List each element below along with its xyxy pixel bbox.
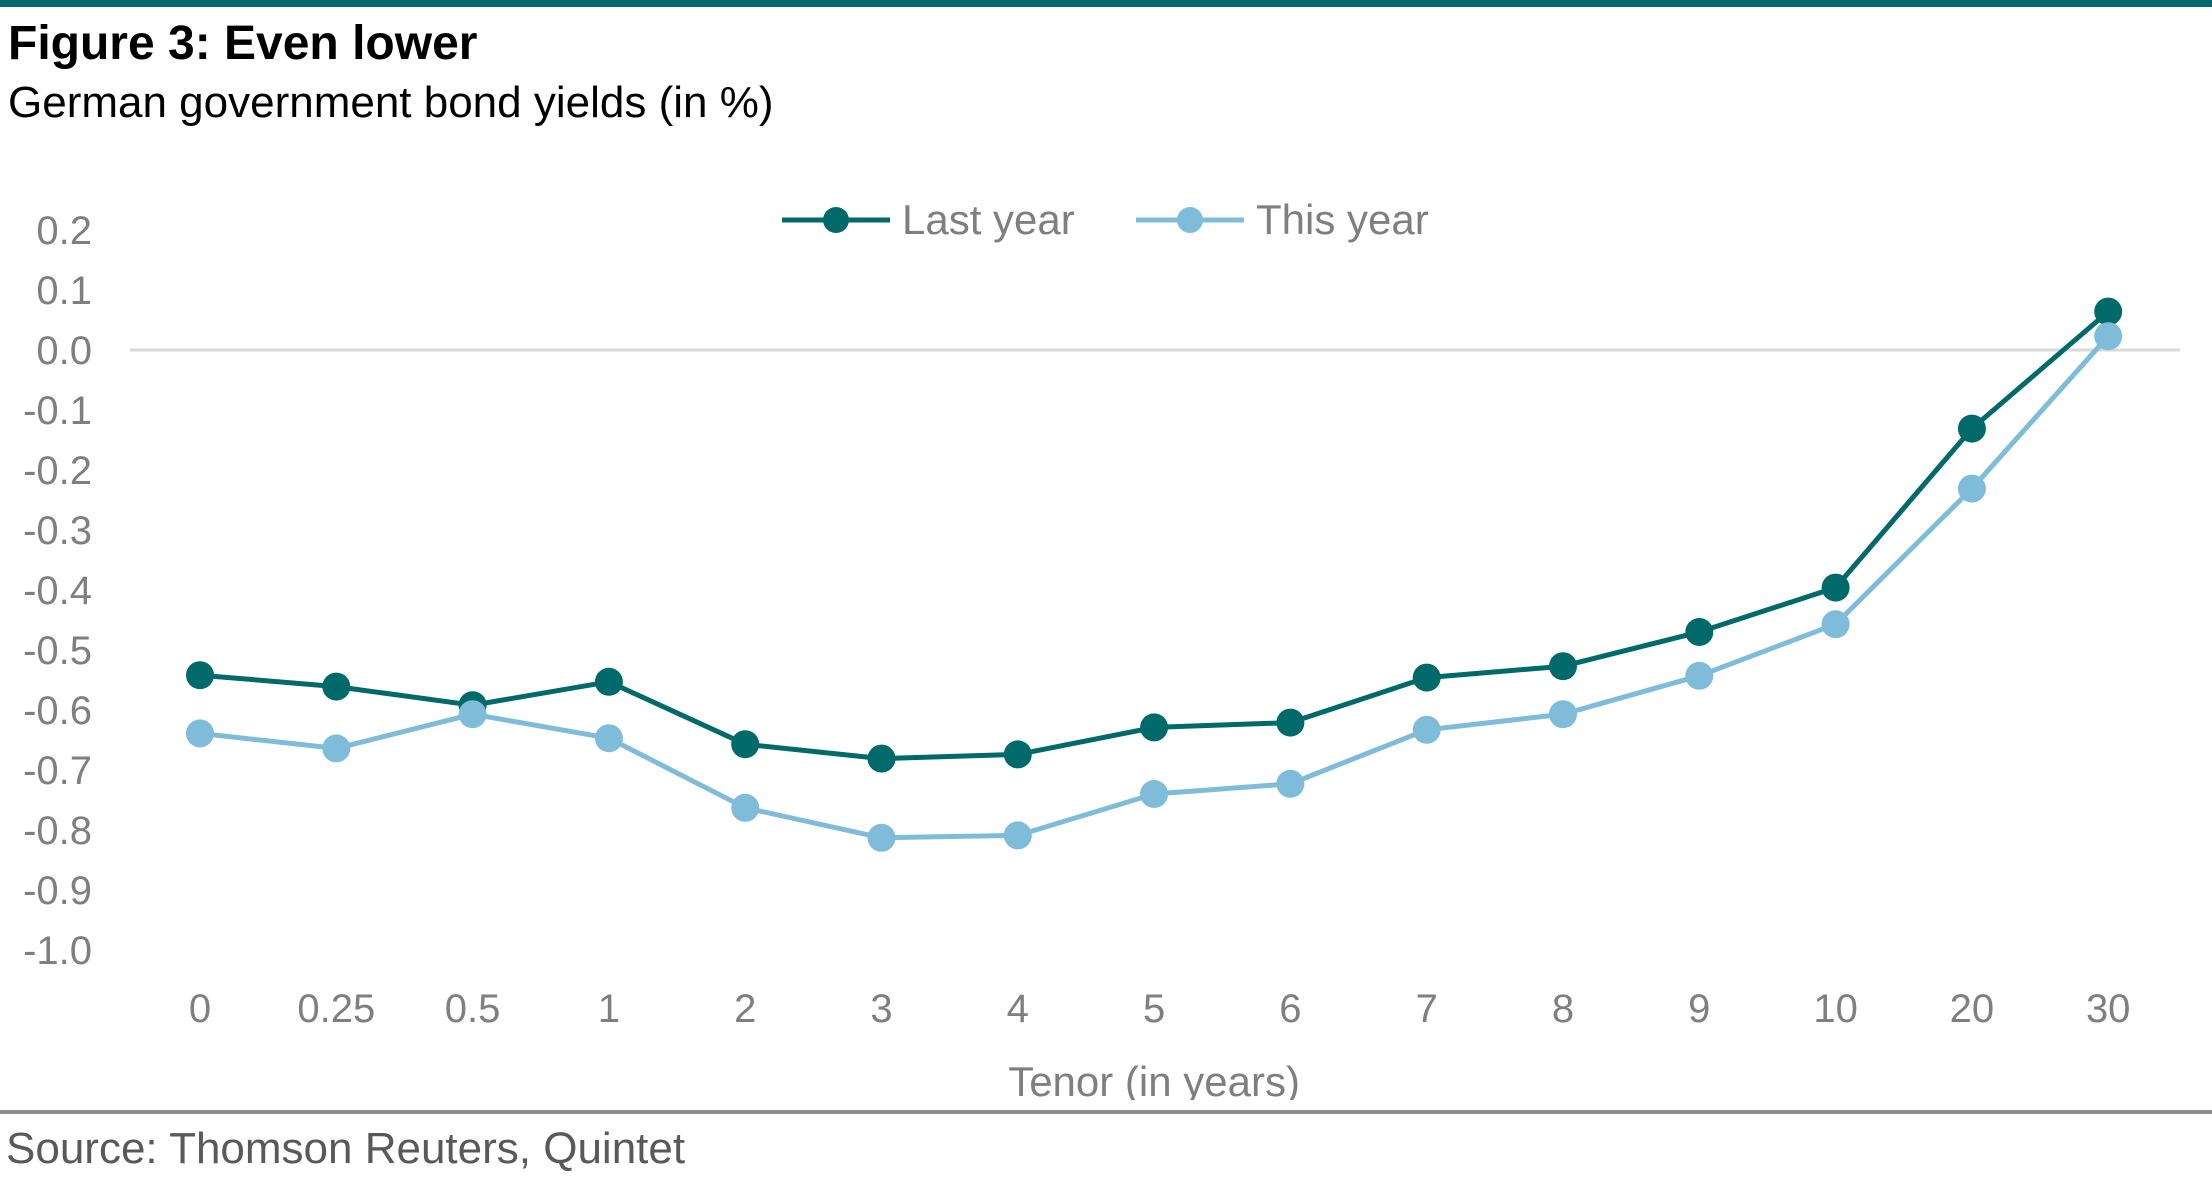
y-tick-label: 0.0 — [36, 329, 92, 373]
y-tick-label: 0.1 — [36, 269, 92, 313]
data-point-this-year — [2094, 322, 2123, 351]
x-tick-label: 8 — [1552, 987, 1574, 1031]
data-point-this-year — [322, 734, 351, 763]
data-point-last-year — [1140, 713, 1169, 742]
legend-item-last-year: Last year — [782, 196, 1075, 243]
top-rule — [0, 0, 2212, 7]
x-tick-label: 0 — [189, 987, 211, 1031]
y-tick-label: -0.9 — [23, 869, 92, 913]
series-line-last-year — [199, 309, 2110, 762]
x-tick-label: 7 — [1416, 987, 1438, 1031]
figure-title: Figure 3: Even lower — [8, 17, 478, 70]
data-point-last-year — [867, 744, 896, 773]
y-tick-label: -0.1 — [23, 389, 92, 433]
x-tick-label: 0.5 — [445, 987, 501, 1031]
data-point-last-year — [1276, 708, 1305, 737]
x-tick-label: 1 — [598, 987, 620, 1031]
line-chart: Last year This year 0.2 0.1 0.0 -0.1 -0.2 -0.3… — [23, 196, 2180, 1100]
data-point-this-year — [1140, 780, 1169, 808]
y-tick-label: -0.7 — [23, 749, 92, 793]
x-tick-label: 20 — [1950, 987, 1995, 1031]
data-point-this-year — [1003, 821, 1032, 850]
y-tick-label: -0.3 — [23, 509, 92, 553]
data-point-this-year — [1957, 474, 1986, 503]
figure-subtitle: German government bond yields (in %) — [8, 78, 774, 127]
data-point-this-year — [1821, 610, 1850, 639]
data-point-this-year — [594, 724, 623, 753]
series-layer — [186, 297, 2123, 852]
data-point-last-year — [731, 730, 760, 759]
y-tick-label: -0.2 — [23, 449, 92, 493]
data-point-last-year — [1957, 414, 1986, 443]
x-tick-label: 2 — [734, 987, 756, 1031]
series-this-year — [186, 322, 2123, 852]
x-tick-label: 0.25 — [297, 987, 375, 1031]
data-point-this-year — [731, 793, 760, 822]
y-tick-label: -1.0 — [23, 929, 92, 973]
x-axis: 0 0.25 0.5 1 2 3 4 5 6 7 8 9 10 20 30 — [189, 987, 2131, 1031]
data-point-last-year — [1003, 740, 1032, 769]
data-point-last-year — [322, 672, 351, 701]
y-tick-label: -0.5 — [23, 629, 92, 673]
legend-marker-last-year — [823, 207, 849, 233]
y-tick-label: -0.4 — [23, 569, 92, 613]
data-point-last-year — [2094, 297, 2123, 326]
x-tick-label: 30 — [2086, 987, 2131, 1031]
bottom-rule — [0, 1110, 2212, 1114]
x-axis-label: Tenor (in years) — [1008, 1058, 1300, 1100]
data-point-this-year — [1549, 700, 1577, 729]
legend: Last year This year — [782, 196, 1429, 243]
data-point-last-year — [594, 667, 623, 696]
x-tick-label: 6 — [1279, 987, 1301, 1031]
data-point-last-year — [1685, 618, 1714, 646]
data-point-this-year — [867, 823, 896, 852]
data-point-last-year — [1549, 652, 1577, 681]
data-point-this-year — [1412, 715, 1441, 744]
data-point-this-year — [458, 700, 487, 729]
x-tick-label: 10 — [1813, 987, 1858, 1031]
legend-label-this-year: This year — [1256, 196, 1429, 243]
legend-item-this-year: This year — [1136, 196, 1429, 243]
data-point-this-year — [1685, 661, 1714, 690]
data-point-last-year — [186, 661, 214, 690]
x-tick-label: 9 — [1688, 987, 1710, 1031]
legend-label-last-year: Last year — [902, 196, 1075, 243]
data-point-this-year — [1276, 769, 1305, 798]
x-tick-label: 3 — [870, 987, 892, 1031]
legend-marker-this-year — [1177, 207, 1203, 233]
y-axis: 0.2 0.1 0.0 -0.1 -0.2 -0.3 -0.4 -0.5 -0.6 -0.7 -0.… — [23, 209, 92, 973]
source-note: Source: Thomson Reuters, Quintet — [6, 1124, 686, 1173]
x-tick-label: 5 — [1143, 987, 1165, 1031]
y-tick-label: -0.8 — [23, 809, 92, 853]
y-tick-label: -0.6 — [23, 689, 92, 733]
y-tick-label: 0.2 — [36, 209, 92, 253]
x-tick-label: 4 — [1007, 987, 1029, 1031]
data-point-last-year — [1412, 663, 1441, 692]
data-point-this-year — [186, 719, 214, 748]
data-point-last-year — [1821, 573, 1850, 602]
